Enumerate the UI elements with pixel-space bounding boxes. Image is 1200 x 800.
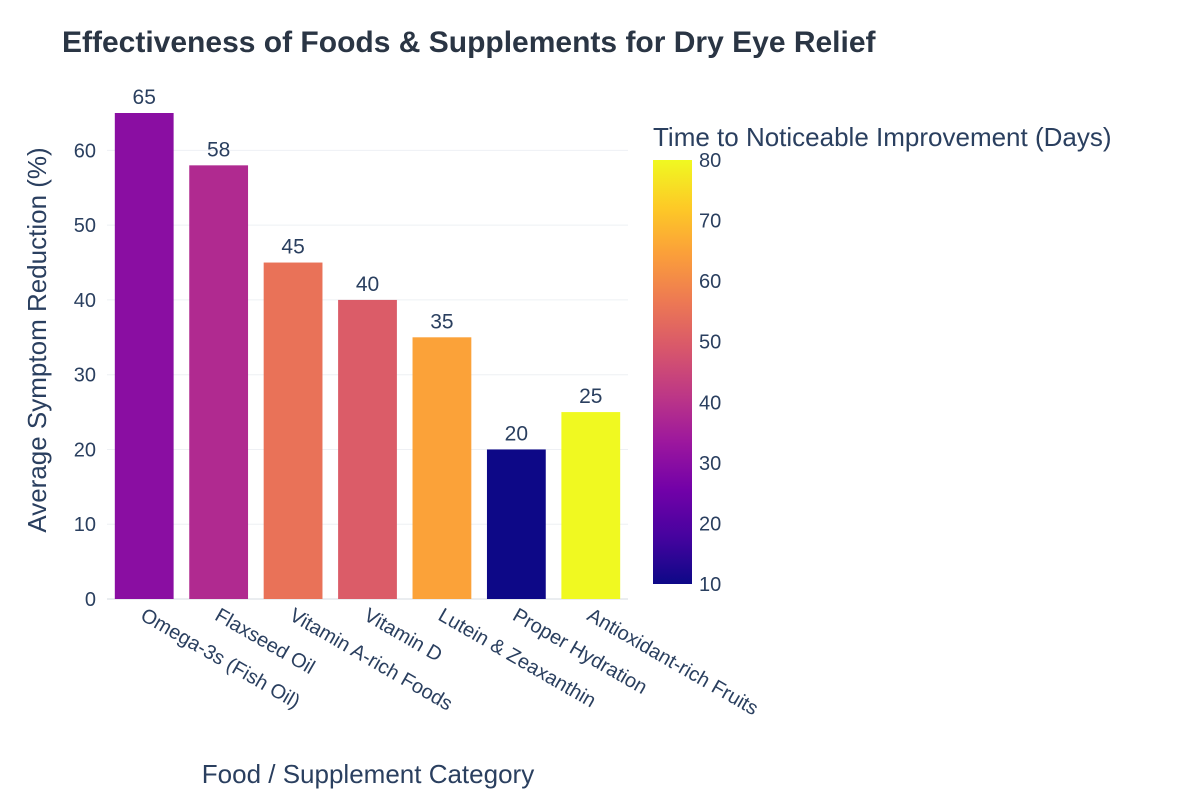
bar[interactable] [486,449,546,599]
y-axis-title: Average Symptom Reduction (%) [22,147,52,532]
bar[interactable] [189,165,249,600]
y-tick-label: 20 [74,439,96,461]
y-tick-label: 10 [74,514,96,536]
bar[interactable] [561,412,621,599]
bar-value-label: 35 [430,310,453,333]
colorbar-gradient [653,160,692,584]
y-tick-label: 40 [74,290,96,312]
bar[interactable] [338,299,397,599]
bar-value-label: 65 [133,86,156,109]
colorbar-title: Time to Noticeable Improvement (Days) [653,122,1112,152]
colorbar-tick-label: 20 [699,513,721,535]
bar[interactable] [263,262,323,599]
colorbar-tick-label: 60 [699,271,721,293]
bar[interactable] [114,113,174,599]
colorbar-tick-label: 50 [699,332,721,354]
colorbar: Time to Noticeable Improvement (Days) 10… [653,122,1112,596]
bar-value-labels: 65 58 45 40 35 20 25 [133,86,603,445]
y-axis-ticks: 0 10 20 30 40 50 60 [74,140,96,611]
chart-title: Effectiveness of Foods & Supplements for… [62,26,877,59]
y-tick-label: 0 [85,589,96,611]
bars [114,113,621,600]
bar-value-label: 45 [281,236,304,259]
colorbar-ticks: 10 20 30 40 50 60 70 80 [699,150,721,596]
y-tick-label: 50 [74,215,96,237]
y-tick-label: 30 [74,365,96,387]
colorbar-tick-label: 80 [699,150,721,172]
bar-value-label: 25 [579,385,602,408]
bar-value-label: 58 [207,138,230,161]
colorbar-tick-label: 70 [699,211,721,233]
y-tick-label: 60 [74,140,96,162]
bar[interactable] [412,337,472,599]
colorbar-tick-label: 30 [699,453,721,475]
bar-value-label: 20 [505,422,528,445]
bar-value-label: 40 [356,273,379,296]
colorbar-tick-label: 40 [699,392,721,414]
colorbar-tick-label: 10 [699,574,721,596]
x-axis-title: Food / Supplement Category [202,759,534,789]
